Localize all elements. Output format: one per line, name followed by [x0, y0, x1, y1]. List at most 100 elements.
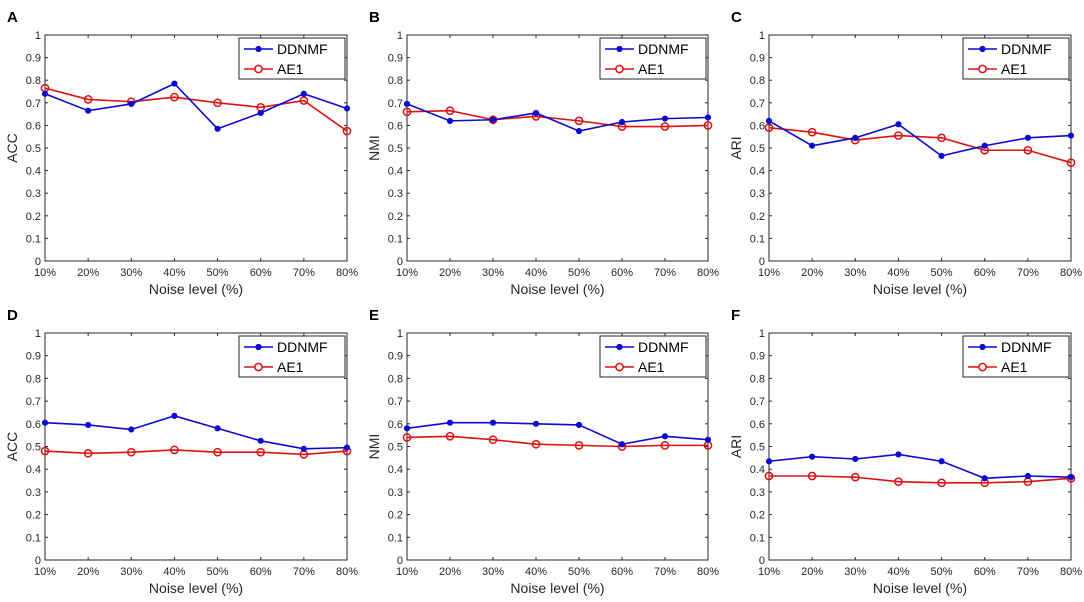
y-tick-label: 0.7 — [388, 98, 403, 110]
point-ddnmf — [852, 455, 859, 463]
point-ddnmf — [489, 116, 497, 123]
point-ddnmf — [661, 433, 669, 440]
x-tick-label: 50% — [207, 566, 229, 578]
x-tick-label: 30% — [120, 267, 142, 279]
point-ddnmf — [704, 436, 712, 443]
point-ae1 — [83, 448, 93, 458]
point-ae1 — [574, 441, 584, 450]
y-tick-label: 0.9 — [750, 53, 765, 65]
point-ddnmf — [1067, 474, 1075, 481]
point-ddnmf — [938, 458, 945, 465]
point-ddnmf — [575, 127, 583, 135]
legend: DDNMF AE1 — [238, 37, 346, 80]
legend-marker-ddnmf — [255, 45, 262, 53]
y-tick-label: 0.1 — [750, 233, 765, 245]
y-axis-label: NMI — [366, 434, 382, 460]
y-tick-label: 0.9 — [388, 351, 403, 363]
x-axis-label: Noise level (%) — [510, 580, 604, 596]
y-tick-label: 0.7 — [388, 396, 403, 408]
point-ae1 — [213, 98, 222, 108]
x-tick-label: 70% — [1017, 267, 1039, 279]
y-tick-label: 0.2 — [750, 211, 765, 223]
legend-box — [599, 335, 707, 378]
point-ae1 — [488, 435, 498, 445]
chart-panel-e: 0 0.1 0.2 0.3 0.4 0.5 0.6 0.7 0.8 0.9 1 10% 20% 30% 40… — [366, 307, 719, 596]
y-tick-label: 0.1 — [26, 532, 41, 544]
point-ddnmf — [618, 441, 626, 448]
point-ddnmf — [532, 109, 540, 117]
series-line-ae1 — [44, 87, 348, 132]
y-tick-label: 0.3 — [750, 487, 765, 499]
legend-label-ddnmf: DDNMF — [1001, 339, 1052, 355]
x-tick-label: 10% — [34, 566, 56, 578]
x-tick-label: 40% — [525, 267, 547, 279]
y-tick-label: 0.5 — [388, 442, 403, 454]
legend-label-ae1: AE1 — [638, 359, 665, 375]
x-tick-label: 70% — [293, 267, 315, 279]
panel-letter: E — [369, 307, 379, 324]
y-tick-label: 0.3 — [388, 188, 403, 200]
y-tick-label: 0 — [35, 256, 41, 268]
point-ae1 — [170, 445, 179, 455]
point-ddnmf — [938, 152, 945, 160]
x-axis-label: Noise level (%) — [873, 281, 967, 297]
point-ae1 — [213, 447, 222, 457]
point-ddnmf — [446, 117, 454, 124]
point-ddnmf — [1024, 472, 1031, 480]
x-tick-label: 10% — [34, 267, 56, 279]
series-line-ddnmf — [768, 453, 1072, 480]
point-ae1 — [445, 106, 455, 116]
chart-panel-b: 0 0.1 0.2 0.3 0.4 0.5 0.6 0.7 0.8 0.9 1 10% 20% 30% 40… — [366, 9, 719, 297]
legend-label-ddnmf: DDNMF — [638, 41, 689, 57]
legend-label-ae1: AE1 — [277, 359, 304, 375]
y-tick-label: 0.3 — [26, 487, 41, 499]
x-tick-label: 70% — [654, 267, 676, 279]
point-ae1 — [937, 478, 946, 488]
legend-label-ae1: AE1 — [277, 61, 304, 77]
x-tick-label: 10% — [758, 566, 780, 578]
x-tick-label: 50% — [207, 267, 229, 279]
point-ddnmf — [895, 451, 902, 458]
legend-marker-ae1 — [254, 64, 263, 74]
y-tick-label: 0.9 — [26, 351, 41, 363]
x-tick-label: 80% — [336, 267, 358, 279]
legend: DDNMF AE1 — [599, 37, 707, 80]
point-ddnmf — [575, 421, 583, 429]
y-tick-label: 0 — [397, 256, 403, 268]
x-tick-label: 10% — [396, 267, 418, 279]
x-tick-label: 30% — [844, 566, 866, 578]
y-tick-label: 0.3 — [388, 487, 403, 499]
legend-label-ae1: AE1 — [1001, 61, 1028, 77]
x-tick-label: 10% — [758, 267, 780, 279]
y-tick-label: 0.2 — [26, 510, 41, 522]
point-ddnmf — [704, 114, 712, 121]
y-tick-label: 0.8 — [750, 75, 765, 87]
legend: DDNMF AE1 — [962, 37, 1070, 80]
legend-marker-ae1 — [978, 362, 987, 372]
legend-label-ae1: AE1 — [1001, 359, 1028, 375]
legend-marker-ddnmf — [616, 343, 623, 351]
x-tick-label: 30% — [482, 267, 504, 279]
point-ddnmf — [257, 437, 264, 444]
point-ae1 — [894, 131, 903, 140]
legend-marker-ae1 — [254, 362, 263, 372]
point-ae1 — [703, 121, 713, 130]
point-ddnmf — [489, 419, 497, 426]
point-ae1 — [660, 441, 670, 450]
y-tick-label: 0.5 — [26, 143, 41, 155]
point-ae1 — [445, 431, 455, 441]
series-line-ddnmf — [44, 415, 348, 450]
point-ddnmf — [128, 426, 135, 433]
point-ddnmf — [300, 445, 307, 452]
y-tick-label: 0.6 — [388, 419, 403, 431]
x-tick-label: 40% — [887, 267, 909, 279]
point-ae1 — [402, 433, 412, 442]
point-ae1 — [850, 472, 860, 482]
x-tick-label: 40% — [525, 566, 547, 578]
x-tick-label: 60% — [611, 267, 633, 279]
x-tick-label: 40% — [887, 566, 909, 578]
y-tick-label: 0.4 — [388, 464, 403, 476]
legend-label-ae1: AE1 — [638, 61, 665, 77]
y-tick-label: 0.6 — [750, 120, 765, 132]
y-tick-label: 0.3 — [750, 188, 765, 200]
